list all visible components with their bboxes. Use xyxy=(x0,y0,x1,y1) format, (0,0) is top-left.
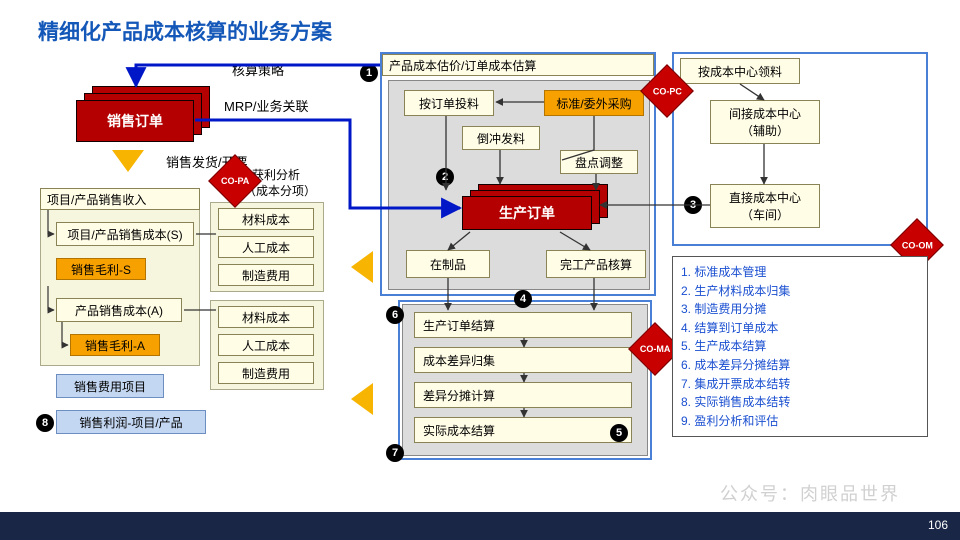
bullet-2: 2 xyxy=(436,168,454,186)
legend-7: 7. 集成开票成本结转 xyxy=(681,375,919,394)
footer: 106 xyxy=(0,512,960,540)
legend-2: 2. 生产材料成本归集 xyxy=(681,282,919,301)
yarrow-3 xyxy=(351,383,373,415)
mid-r2: 盘点调整 xyxy=(560,150,638,174)
c2-1: 人工成本 xyxy=(218,334,314,356)
c1-0: 材料成本 xyxy=(218,208,314,230)
left-f: 销售利润-项目/产品 xyxy=(56,410,206,434)
right-mid: 间接成本中心 （辅助） xyxy=(710,100,820,144)
left-d: 销售毛利-A xyxy=(70,334,160,356)
wip: 在制品 xyxy=(406,250,490,278)
legend-6: 6. 成本差异分摊结算 xyxy=(681,356,919,375)
lbl-mrp: MRP/业务关联 xyxy=(224,96,309,115)
c1-1: 人工成本 xyxy=(218,236,314,258)
settle-2: 差异分摊计算 xyxy=(414,382,632,408)
right-top: 按成本中心领料 xyxy=(680,58,800,84)
finished: 完工产品核算 xyxy=(546,250,646,278)
legend-4: 4. 结算到订单成本 xyxy=(681,319,919,338)
left-header: 项目/产品销售收入 xyxy=(40,188,200,210)
c2-2: 制造费用 xyxy=(218,362,314,384)
watermark: 公众号：肉眼品世界 xyxy=(720,480,900,506)
bullet-3: 3 xyxy=(684,196,702,214)
bullet-6: 6 xyxy=(386,306,404,324)
cost-estimate-header: 产品成本估价/订单成本估算 xyxy=(382,54,654,76)
settle-1: 成本差异归集 xyxy=(414,347,632,373)
legend-3: 3. 制造费用分摊 xyxy=(681,300,919,319)
settle-0: 生产订单结算 xyxy=(414,312,632,338)
yarrow-2 xyxy=(351,251,373,283)
left-e: 销售费用项目 xyxy=(56,374,164,398)
legend-5: 5. 生产成本结算 xyxy=(681,337,919,356)
page-title: 精细化产品成本核算的业务方案 xyxy=(0,0,960,46)
lbl-strategy: 核算策略 xyxy=(232,60,284,79)
mid-top-right: 标准/委外采购 xyxy=(544,90,644,116)
yarrow-1 xyxy=(112,150,144,172)
left-a: 项目/产品销售成本(S) xyxy=(56,222,194,246)
settle-3: 实际成本结算 xyxy=(414,417,632,443)
legend-9: 9. 盈利分析和评估 xyxy=(681,412,919,431)
prod-order: 生产订单 xyxy=(462,196,592,230)
legend-8: 8. 实际销售成本结转 xyxy=(681,393,919,412)
c1-2: 制造费用 xyxy=(218,264,314,286)
bullet-1: 1 xyxy=(360,64,378,82)
c2-0: 材料成本 xyxy=(218,306,314,328)
left-b: 销售毛利-S xyxy=(56,258,146,280)
bullet-7: 7 xyxy=(386,444,404,462)
mid-r1: 倒冲发料 xyxy=(462,126,540,150)
bullet-5: 5 xyxy=(610,424,628,442)
legend-1: 1. 标准成本管理 xyxy=(681,263,919,282)
bullet-4: 4 xyxy=(514,290,532,308)
page-number: 106 xyxy=(928,518,948,532)
legend: 1. 标准成本管理 2. 生产材料成本归集 3. 制造费用分摊 4. 结算到订单… xyxy=(672,256,928,437)
left-c: 产品销售成本(A) xyxy=(56,298,182,322)
bullet-8: 8 xyxy=(36,414,54,432)
mid-top-left: 按订单投料 xyxy=(404,90,494,116)
sales-order: 销售订单 xyxy=(76,100,194,142)
right-bot: 直接成本中心 （车间） xyxy=(710,184,820,228)
